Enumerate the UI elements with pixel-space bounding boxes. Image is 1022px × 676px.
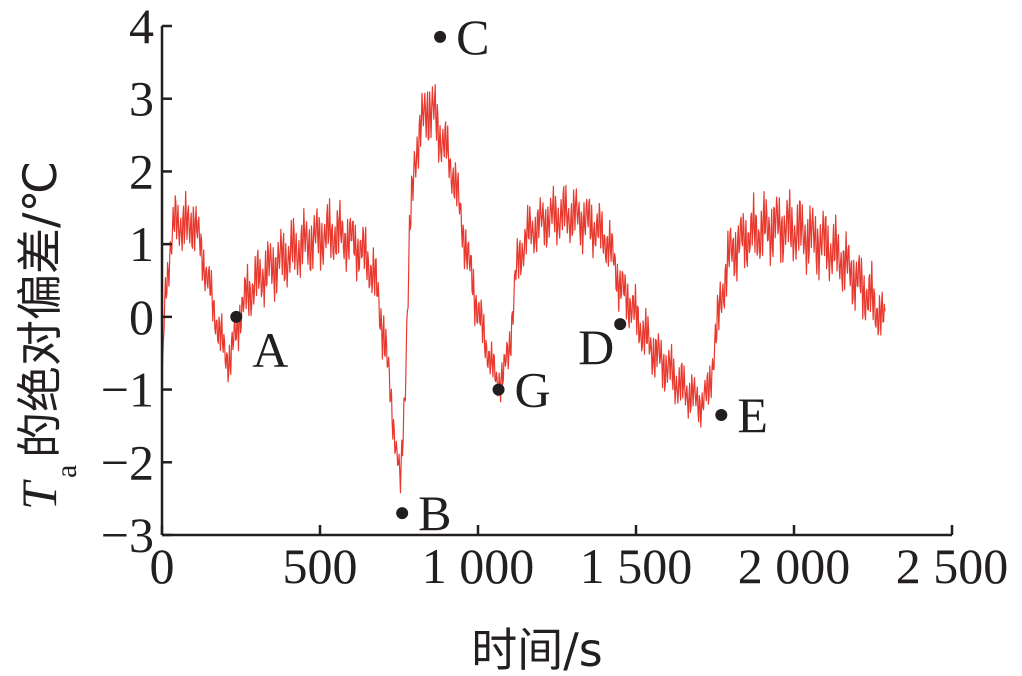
point-c-label: C xyxy=(456,9,489,65)
x-tick-label: 1 500 xyxy=(580,538,693,594)
y-tick-label: 4 xyxy=(129,0,154,54)
y-axis-title-subscript: a xyxy=(50,465,83,478)
x-tick-label: 2 500 xyxy=(896,538,1009,594)
y-tick-label: −3 xyxy=(101,507,154,563)
series-line-0 xyxy=(161,84,886,494)
labels: 0 500 1 000 1 500 2 000 2 500 −3 −2 −1 0 1 2 3 4 时间/s T… xyxy=(11,0,1008,676)
y-axis-title-symbol: T xyxy=(11,479,67,510)
point-g-label: G xyxy=(515,362,551,418)
plot-area xyxy=(161,84,886,494)
point-c-marker xyxy=(434,30,447,43)
point-e-marker xyxy=(715,409,728,422)
y-axis-title: Ta 的绝对偏差/℃ xyxy=(11,161,83,510)
point-e-label: E xyxy=(737,387,768,443)
x-tick-label: 2 000 xyxy=(738,538,851,594)
y-tick-label: −1 xyxy=(101,362,154,418)
point-d-label: D xyxy=(578,319,614,375)
y-tick-label: 1 xyxy=(129,216,154,272)
axes xyxy=(160,24,954,537)
y-tick-label: −2 xyxy=(101,434,154,490)
x-tick-label: 500 xyxy=(283,538,358,594)
x-axis-title: 时间/s xyxy=(471,623,602,676)
point-g-marker xyxy=(492,383,505,396)
y-axis-title-text: 的绝对偏差/℃ xyxy=(13,161,67,458)
point-b-label: B xyxy=(418,485,451,541)
x-tick-label: 0 xyxy=(150,538,175,594)
point-d-marker xyxy=(614,318,627,331)
point-a-marker xyxy=(230,310,243,323)
y-tick-label: 0 xyxy=(129,289,154,345)
y-tick-label: 2 xyxy=(129,143,154,199)
y-tick-label: 3 xyxy=(129,71,154,127)
point-a-label: A xyxy=(252,322,288,378)
point-b-marker xyxy=(396,507,409,520)
x-tick-label: 1 000 xyxy=(422,538,535,594)
